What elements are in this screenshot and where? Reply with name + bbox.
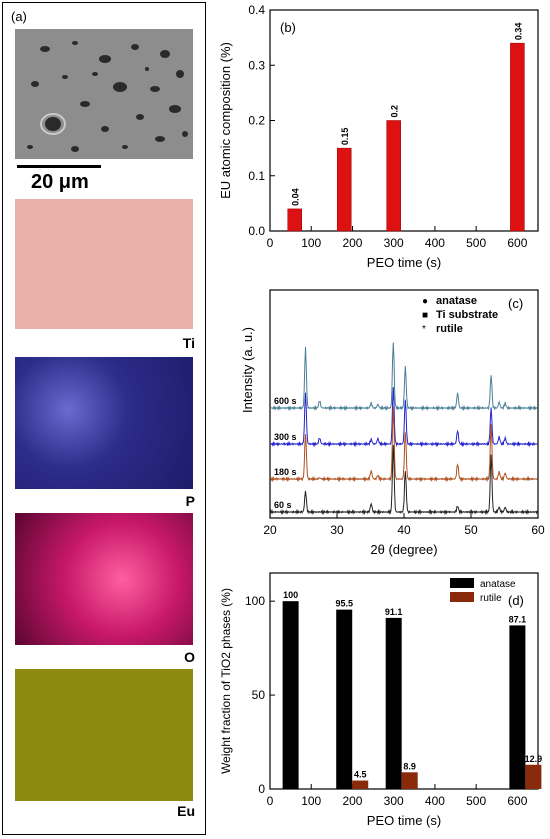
bar-value-anatase-d: 91.1 xyxy=(385,607,403,617)
plot-frame-c xyxy=(269,289,539,519)
y-axis-label-d: Weight fraction of TiO2 phases (%) xyxy=(219,588,233,774)
bar-b xyxy=(336,147,352,232)
xrd-series-c xyxy=(269,406,538,483)
legend-marker-c: * xyxy=(422,324,426,335)
y-tick-label-d: 100 xyxy=(245,594,265,608)
bar-value-b: 0.2 xyxy=(390,105,400,118)
plot-frame-b xyxy=(269,9,539,232)
y-tick-label-b: 0.2 xyxy=(248,114,265,128)
sem-image-svg xyxy=(15,29,193,159)
chart-c: 20 30 40 50 60 600 s 300 s 180 s 60 s ● anatase ■ Ti… xyxy=(240,289,545,557)
p-map xyxy=(15,357,193,489)
bar-rutile-d xyxy=(401,772,418,789)
bar-anatase-d xyxy=(385,617,402,789)
x-axis-label-b: PEO time (s) xyxy=(367,255,441,270)
series-label-c: 600 s xyxy=(274,396,297,406)
bar-b xyxy=(287,208,302,232)
x-tick-label-d: 100 xyxy=(301,794,321,808)
bar-anatase-d xyxy=(509,625,526,789)
x-tick-label-c: 60 xyxy=(531,523,545,537)
chart-b: 0 100 200 300 400 500 600 0.0 0.1 0.2 0.3 0.4 0.04 0.… xyxy=(218,3,539,270)
legend-swatch-d xyxy=(450,578,474,588)
bar-value-anatase-d: 100 xyxy=(283,590,298,600)
x-tick-label-c: 40 xyxy=(397,523,411,537)
legend-label-c: anatase xyxy=(436,295,477,307)
y-tick-label-d: 0 xyxy=(258,782,265,796)
x-tick-label-b: 200 xyxy=(342,236,362,250)
eu-map xyxy=(15,669,193,801)
legend-marker-c: ■ xyxy=(422,310,428,321)
bar-value-rutile-d: 8.9 xyxy=(403,761,416,771)
eu-map-label: Eu xyxy=(177,803,195,819)
panel-a-frame: (a) 20 μm Ti P O Eu xyxy=(2,2,206,835)
scale-bar-text: 20 μm xyxy=(31,171,89,193)
x-tick-label-d: 500 xyxy=(466,794,486,808)
x-tick-label-b: 100 xyxy=(301,236,321,250)
chart-d: 0 100 200 300 400 500 600 0 50 100 100 95.5 4.5 91.1 8… xyxy=(219,572,543,828)
x-tick-label-c: 50 xyxy=(464,523,478,537)
sem-image xyxy=(15,29,193,159)
x-tick-label-b: 300 xyxy=(384,236,404,250)
x-tick-label-c: 30 xyxy=(330,523,344,537)
y-axis-label-c: Intensity (a. u.) xyxy=(240,327,255,413)
bar-value-rutile-d: 12.9 xyxy=(525,754,543,764)
xrd-series-c xyxy=(269,342,538,412)
bar-value-rutile-d: 4.5 xyxy=(354,770,367,780)
plot-frame-d xyxy=(269,572,539,790)
bar-anatase-d xyxy=(336,609,353,789)
x-tick-label-b: 500 xyxy=(466,236,486,250)
x-axis-label-d: PEO time (s) xyxy=(367,813,441,828)
legend-label-c: rutile xyxy=(436,323,463,335)
y-axis-label-b: EU atomic composition (%) xyxy=(218,42,233,199)
bar-value-anatase-d: 87.1 xyxy=(509,614,527,624)
panel-b-label: (b) xyxy=(280,20,296,35)
legend-label-d: anatase xyxy=(480,579,516,590)
legend-marker-c: ● xyxy=(422,296,428,307)
legend-swatch-d xyxy=(450,592,474,602)
bar-value-anatase-d: 95.5 xyxy=(335,599,353,609)
x-tick-label-d: 600 xyxy=(507,794,527,808)
panel-c-label: (c) xyxy=(508,296,523,311)
legend-label-d: rutile xyxy=(480,593,502,604)
bar-anatase-d xyxy=(282,601,299,789)
series-label-c: 300 s xyxy=(274,432,297,442)
x-tick-label-d: 400 xyxy=(425,794,445,808)
scale-bar xyxy=(17,165,101,168)
x-tick-label-b: 400 xyxy=(425,236,445,250)
o-map xyxy=(15,513,193,645)
o-map-label: O xyxy=(184,649,195,665)
ti-map xyxy=(15,199,193,329)
x-tick-label-d: 200 xyxy=(342,794,362,808)
y-tick-label-d: 50 xyxy=(252,688,266,702)
bar-rutile-d xyxy=(525,764,542,789)
bar-value-b: 0.15 xyxy=(340,128,350,146)
legend-label-c: Ti substrate xyxy=(436,309,498,321)
y-tick-label-b: 0.3 xyxy=(248,58,265,72)
bar-rutile-d xyxy=(352,780,369,789)
panel-d-label: (d) xyxy=(508,593,524,608)
xrd-series-c xyxy=(269,387,538,448)
series-label-c: 180 s xyxy=(274,467,297,477)
x-tick-label-d: 0 xyxy=(267,794,274,808)
ti-map-label: Ti xyxy=(182,335,195,351)
x-axis-label-c: 2θ (degree) xyxy=(370,542,437,557)
bar-value-b: 0.04 xyxy=(291,188,301,206)
y-tick-label-b: 0.4 xyxy=(248,3,265,17)
bar-b xyxy=(386,120,401,232)
series-label-c: 60 s xyxy=(274,500,292,510)
x-tick-label-b: 600 xyxy=(507,236,527,250)
y-tick-label-b: 0.1 xyxy=(248,169,265,183)
x-tick-label-b: 0 xyxy=(267,236,274,250)
panel-a-label: (a) xyxy=(11,9,27,24)
bar-b xyxy=(510,42,525,232)
y-tick-label-b: 0.0 xyxy=(248,224,265,238)
xrd-series-c xyxy=(269,444,538,516)
p-map-label: P xyxy=(185,493,195,509)
bar-value-b: 0.34 xyxy=(513,23,523,41)
x-tick-label-d: 300 xyxy=(384,794,404,808)
x-tick-label-c: 20 xyxy=(263,523,277,537)
